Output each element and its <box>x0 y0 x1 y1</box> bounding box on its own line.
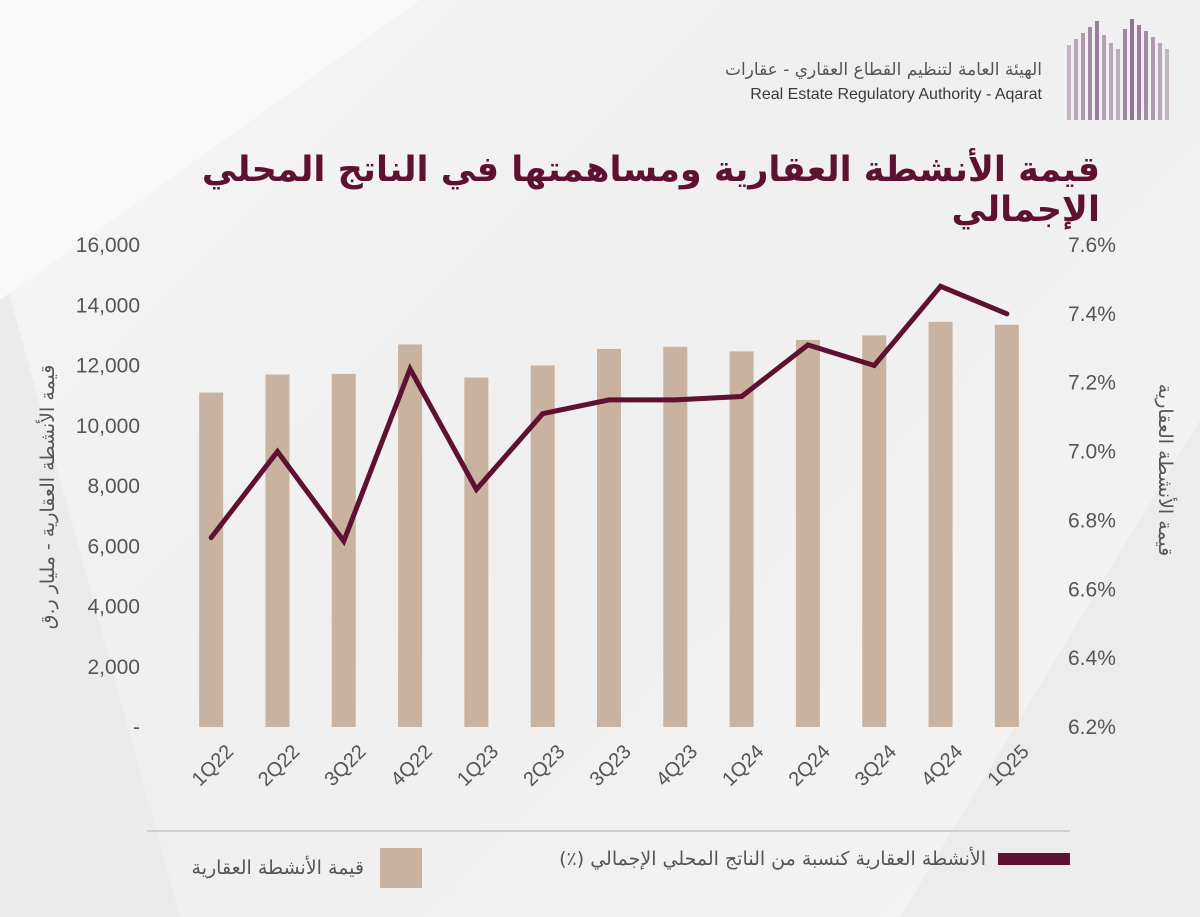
left-axis-label: قيمة الأنشطة العقارية - مليار ر.ق <box>37 364 59 630</box>
right-axis-tick-label: 6.2% <box>1068 716 1116 739</box>
bar-4Q23 <box>663 346 688 727</box>
right-axis-tick-label: 7.0% <box>1068 441 1116 464</box>
right-axis-tick-label: 7.2% <box>1068 372 1116 395</box>
legend-line-swatch <box>998 853 1070 865</box>
legend-item-line: الأنشطة العقارية كنسبة من الناتج المحلي … <box>559 848 1070 870</box>
legend-item-bar: قيمة الأنشطة العقارية <box>192 848 422 888</box>
bar-3Q24 <box>862 335 887 727</box>
x-category-label: 1Q23 <box>453 741 503 791</box>
right-axis-label: قيمة الأنشطة العقارية <box>1154 383 1176 557</box>
left-axis-tick-label: 14,000 <box>76 294 140 317</box>
x-category-label: 1Q22 <box>188 741 238 791</box>
x-category-label: 3Q23 <box>586 741 636 791</box>
left-axis-tick-label: - <box>133 716 140 739</box>
bar-4Q22 <box>398 344 423 727</box>
building-columns-logo-icon <box>1067 19 1169 120</box>
legend-line-label: الأنشطة العقارية كنسبة من الناتج المحلي … <box>559 848 986 870</box>
x-category-label: 1Q24 <box>718 741 768 791</box>
right-axis-tick-label: 6.4% <box>1068 647 1116 670</box>
bar-1Q25 <box>994 324 1019 727</box>
x-category-label: 4Q24 <box>917 741 967 791</box>
left-axis-tick-label: 2,000 <box>87 656 140 679</box>
x-category-label: 4Q23 <box>652 741 702 791</box>
x-category-label: 2Q24 <box>785 741 835 791</box>
left-axis-tick-label: 12,000 <box>76 355 140 378</box>
bar-3Q22 <box>331 373 356 727</box>
chart-title: قيمة الأنشطة العقارية ومساهمتها في النات… <box>201 150 1100 230</box>
x-category-label: 3Q24 <box>851 741 901 791</box>
bar-2Q24 <box>795 339 820 727</box>
left-axis-tick-label: 8,000 <box>87 475 140 498</box>
org-name-english: Real Estate Regulatory Authority - Aqara… <box>750 86 1042 103</box>
x-category-label: 3Q22 <box>320 741 370 791</box>
bar-3Q23 <box>597 348 621 727</box>
bar-4Q24 <box>928 321 953 727</box>
left-axis-tick-label: 10,000 <box>76 415 140 438</box>
left-axis-tick-label: 16,000 <box>76 234 140 257</box>
x-category-label: 1Q25 <box>984 741 1034 791</box>
right-axis-tick-label: 6.6% <box>1068 578 1116 601</box>
right-axis-tick-label: 6.8% <box>1068 509 1116 532</box>
org-name-arabic: الهيئة العامة لتنظيم القطاع العقاري - عق… <box>724 60 1042 80</box>
legend-bar-label: قيمة الأنشطة العقارية <box>191 857 364 879</box>
right-axis-tick-label: 7.6% <box>1068 234 1116 257</box>
bar-1Q23 <box>464 377 489 727</box>
bar-1Q22 <box>199 392 224 727</box>
legend-divider <box>147 830 1070 832</box>
org-name-block: الهيئة العامة لتنظيم القطاع العقاري - عق… <box>725 58 1042 108</box>
x-category-label: 2Q23 <box>519 741 569 791</box>
bar-1Q24 <box>729 351 754 727</box>
bar-2Q22 <box>265 374 290 727</box>
right-axis-tick-label: 7.4% <box>1068 303 1116 326</box>
x-category-label: 2Q22 <box>254 741 304 791</box>
legend-bar-swatch <box>380 848 422 888</box>
left-axis-tick-label: 4,000 <box>87 596 140 619</box>
left-axis-tick-label: 6,000 <box>87 535 140 558</box>
x-category-label: 4Q22 <box>387 741 437 791</box>
